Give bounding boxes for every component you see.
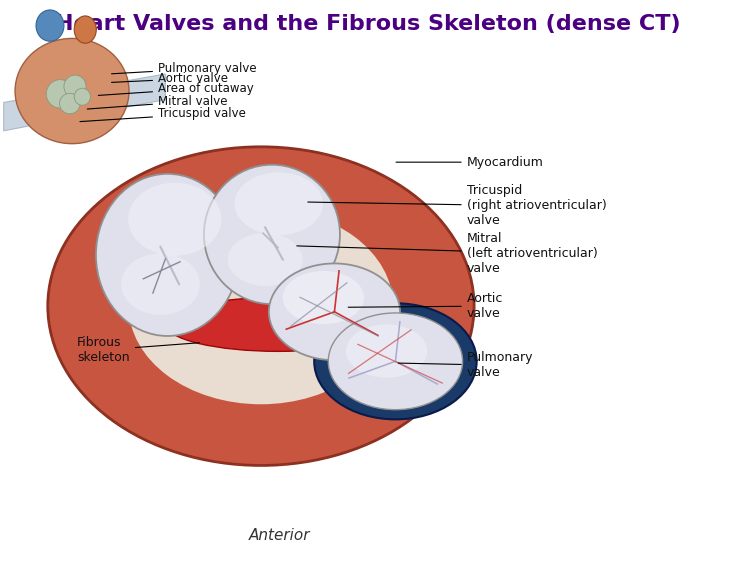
Text: Myocardium: Myocardium xyxy=(396,156,544,168)
Ellipse shape xyxy=(74,16,96,43)
Ellipse shape xyxy=(283,271,364,324)
Ellipse shape xyxy=(314,303,476,419)
Ellipse shape xyxy=(329,313,462,410)
Ellipse shape xyxy=(166,297,390,352)
Text: Pulmonary
valve: Pulmonary valve xyxy=(398,351,533,380)
Text: Anterior: Anterior xyxy=(248,529,310,543)
Ellipse shape xyxy=(15,39,129,144)
Text: Heart Valves and the Fibrous Skeleton (dense CT): Heart Valves and the Fibrous Skeleton (d… xyxy=(54,14,681,34)
Ellipse shape xyxy=(129,208,393,404)
Ellipse shape xyxy=(121,253,200,315)
Text: Pulmonary valve: Pulmonary valve xyxy=(112,62,257,75)
Ellipse shape xyxy=(128,183,221,255)
Ellipse shape xyxy=(228,233,303,286)
Ellipse shape xyxy=(46,80,74,108)
Text: Aortic
valve: Aortic valve xyxy=(348,292,503,320)
Ellipse shape xyxy=(74,88,90,105)
Text: Aortic valve: Aortic valve xyxy=(112,72,228,85)
Ellipse shape xyxy=(234,172,323,235)
Ellipse shape xyxy=(64,75,86,98)
Text: Mitral
(left atrioventricular)
valve: Mitral (left atrioventricular) valve xyxy=(297,232,598,275)
Ellipse shape xyxy=(60,93,80,114)
Ellipse shape xyxy=(204,165,340,304)
Text: Fibrous
skeleton: Fibrous skeleton xyxy=(77,336,199,364)
Ellipse shape xyxy=(36,10,64,42)
Ellipse shape xyxy=(269,263,400,360)
Ellipse shape xyxy=(96,174,240,336)
Text: Tricuspid
(right atrioventricular)
valve: Tricuspid (right atrioventricular) valve xyxy=(308,184,606,228)
Ellipse shape xyxy=(48,147,474,465)
Polygon shape xyxy=(4,74,165,131)
Ellipse shape xyxy=(346,324,427,378)
Text: Mitral valve: Mitral valve xyxy=(87,95,228,109)
Text: Area of cutaway: Area of cutaway xyxy=(98,82,254,96)
Text: Tricuspid valve: Tricuspid valve xyxy=(80,108,246,122)
